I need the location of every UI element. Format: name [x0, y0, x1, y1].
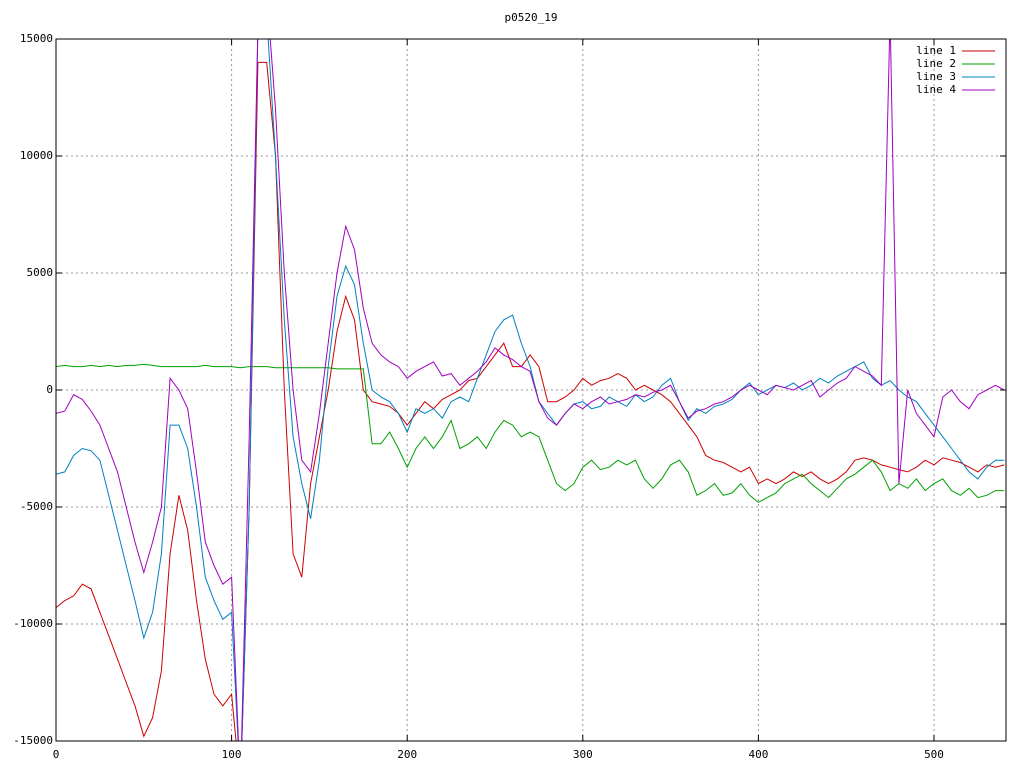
- x-tick-label: 400: [748, 748, 768, 761]
- grid: [55, 38, 1006, 742]
- legend-label: line 3: [916, 70, 956, 83]
- chart-title: p0520_19: [505, 11, 558, 24]
- y-tick-label: 0: [46, 383, 53, 396]
- x-tick-label: 200: [397, 748, 417, 761]
- series-line: [56, 39, 1005, 741]
- series-line: [56, 39, 1005, 741]
- legend-label: line 4: [916, 83, 956, 96]
- x-tick-label: 300: [573, 748, 593, 761]
- x-tick-label: 500: [924, 748, 944, 761]
- legend-label: line 2: [916, 57, 956, 70]
- y-tick-label: -5000: [20, 500, 53, 513]
- plot-lines: [56, 39, 1005, 741]
- legend-label: line 1: [916, 44, 956, 57]
- x-tick-label: 100: [222, 748, 242, 761]
- y-tick-label: -15000: [13, 734, 53, 747]
- series-line: [56, 61, 1005, 741]
- y-tick-label: 5000: [27, 266, 54, 279]
- x-tick-label: 0: [53, 748, 60, 761]
- y-tick-label: 10000: [20, 149, 53, 162]
- series-line: [56, 363, 1005, 503]
- y-tick-label: -10000: [13, 617, 53, 630]
- y-tick-label: 15000: [20, 32, 53, 45]
